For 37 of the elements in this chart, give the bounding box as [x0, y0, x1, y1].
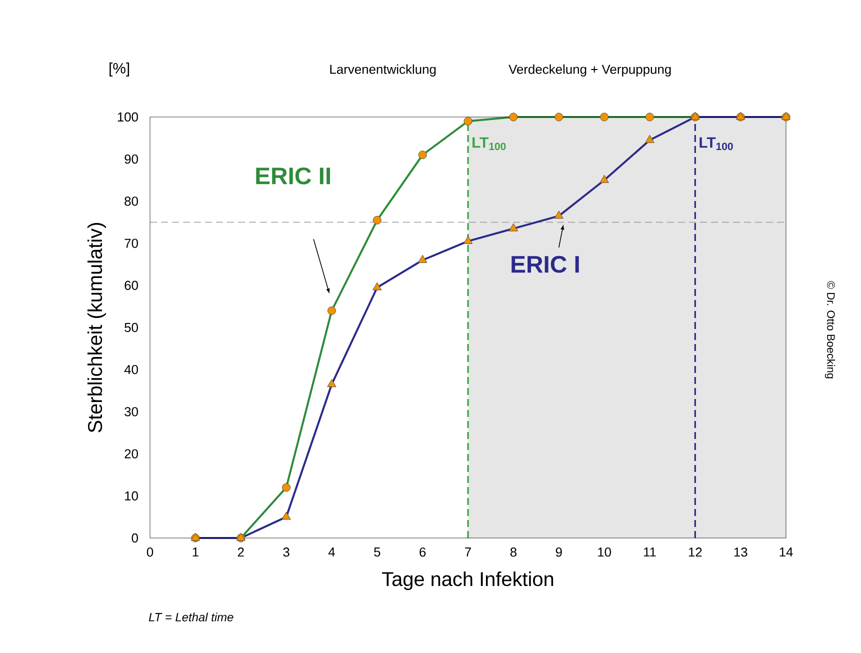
x-tick-label: 12 [688, 548, 702, 557]
y-tick-label: 80 [124, 196, 138, 206]
text: Verdeckelung + Verpuppung [508, 64, 671, 76]
text: Larvenentwicklung [330, 64, 436, 76]
x-tick-label: 0 [146, 548, 154, 557]
x-tick-label: 13 [734, 548, 748, 557]
x-tick-label: 7 [465, 548, 471, 556]
y-tick-label: 40 [124, 365, 138, 374]
x-axis-title: Tage nach Infektion [382, 572, 554, 590]
y-tick-label: 50 [124, 322, 138, 332]
x-tick-label: 1 [192, 548, 198, 556]
text: © Dr. Otto Boecking [824, 281, 836, 378]
x-tick-label: 10 [598, 548, 611, 557]
x-tick-label: 3 [283, 548, 290, 557]
y-tick-label: 0 [132, 533, 138, 543]
text: LT = Lethal time [148, 612, 234, 622]
y-tick-label: 10 [125, 491, 138, 500]
y-tick-label: 100 [118, 112, 138, 122]
x-tick-label: 8 [510, 548, 516, 557]
x-tick-label: 2 [238, 548, 244, 557]
x-tick-label: 11 [644, 548, 656, 556]
x-tick-label: 6 [420, 548, 426, 557]
text: [%] [110, 62, 130, 76]
ref-line-label: LT$_{100}$ [700, 137, 733, 150]
series-label: ERIC I [512, 256, 579, 273]
y-tick-label: 90 [124, 154, 138, 164]
x-tick-label: 4 [328, 548, 335, 556]
y-tick-label: 30 [124, 407, 138, 416]
y-tick-label: 20 [124, 449, 138, 458]
text: ERIC II [256, 167, 330, 184]
y-axis-title: Sterblichkeit (kumulativ) [87, 223, 106, 432]
x-tick-label: 14 [780, 548, 793, 556]
x-tick-label: 9 [556, 548, 562, 557]
x-tick-label: 5 [374, 548, 380, 557]
y-tick-label: 70 [124, 238, 138, 248]
ref-line-label: LT$_{100}$ [472, 137, 506, 150]
y-tick-label: 60 [124, 280, 138, 290]
